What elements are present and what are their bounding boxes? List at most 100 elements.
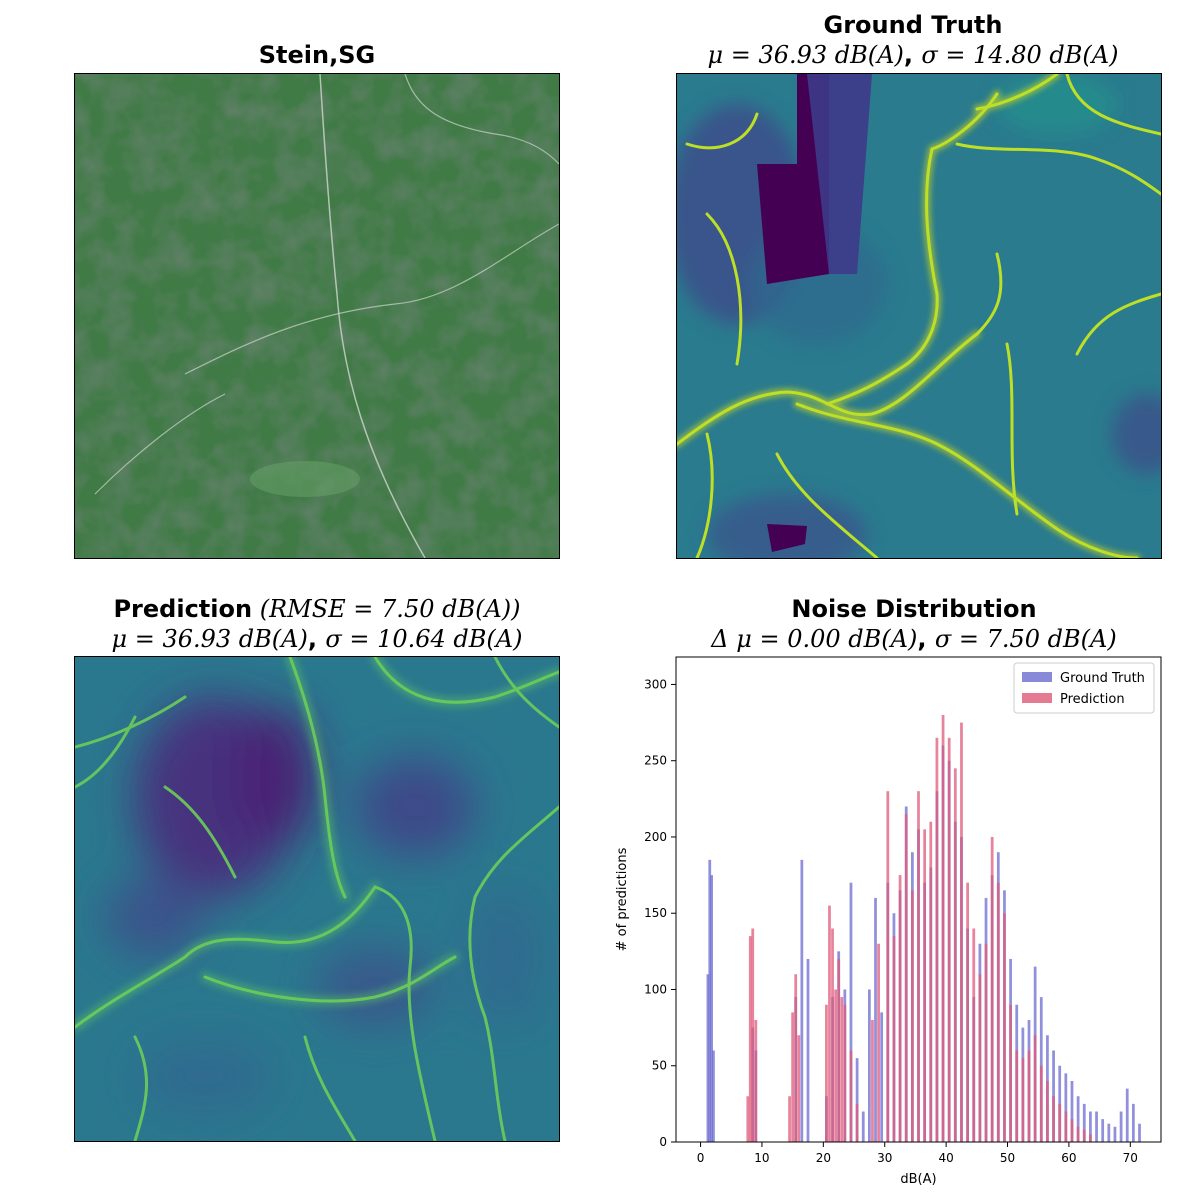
bar-prediction xyxy=(947,737,951,1142)
bar-ground-truth xyxy=(1125,1088,1129,1142)
prediction-panel-title: Prediction (RMSE = 7.50 dB(A)) μ = 36.93… xyxy=(111,595,523,653)
bar-ground-truth xyxy=(1119,1111,1123,1142)
bar-prediction xyxy=(877,943,880,1142)
bar-prediction xyxy=(1070,1119,1074,1142)
bar-ground-truth xyxy=(1082,1103,1086,1142)
noise-distribution-panel-title: Noise Distribution Δ μ = 0.00 dB(A), σ =… xyxy=(711,595,1117,653)
bar-ground-truth xyxy=(706,974,710,1142)
bar-prediction xyxy=(746,1096,750,1142)
bar-prediction xyxy=(748,936,752,1142)
ground-truth-heatmap xyxy=(676,73,1162,559)
noise-distribution-mu-text: Δ μ = 0.00 dB(A) xyxy=(711,625,918,653)
bar-ground-truth xyxy=(1070,1080,1074,1142)
bar-prediction xyxy=(794,974,798,1142)
prediction-mu-text: μ = 36.93 dB(A) xyxy=(111,625,308,653)
bar-ground-truth xyxy=(712,1050,715,1142)
bar-prediction xyxy=(834,989,837,1142)
prediction-heatmap xyxy=(74,656,560,1142)
bar-prediction xyxy=(978,974,982,1142)
bar-ground-truth xyxy=(708,859,712,1142)
x-tick-label: 50 xyxy=(1000,1151,1015,1165)
bar-prediction xyxy=(929,821,933,1142)
x-tick-label: 30 xyxy=(877,1151,892,1165)
bar-prediction xyxy=(941,714,945,1142)
bar-ground-truth xyxy=(806,958,810,1142)
prediction-rmse-text: (RMSE = 7.50 dB(A)) xyxy=(259,595,521,623)
bar-prediction xyxy=(1064,1111,1068,1142)
ground-truth-mu-text: μ = 36.93 dB(A) xyxy=(707,41,904,69)
legend-swatch-ground-truth xyxy=(1022,672,1052,682)
bar-prediction xyxy=(837,958,841,1142)
bar-prediction xyxy=(855,1103,859,1142)
x-tick-label: 40 xyxy=(938,1151,953,1165)
x-tick-label: 0 xyxy=(697,1151,705,1165)
ground-truth-heatmap-canvas xyxy=(677,74,1161,558)
satellite-panel-title: Stein,SG xyxy=(74,40,560,70)
bar-ground-truth xyxy=(1113,1126,1117,1142)
bar-prediction xyxy=(1089,1134,1092,1142)
bar-ground-truth xyxy=(1107,1123,1111,1142)
noise-distribution-sigma-text: σ = 7.50 dB(A) xyxy=(934,625,1117,653)
bar-prediction xyxy=(1033,1035,1037,1142)
bar-prediction xyxy=(966,882,969,1142)
bar-ground-truth xyxy=(849,882,853,1142)
bar-ground-truth xyxy=(855,1058,859,1142)
bar-ground-truth xyxy=(1052,1050,1055,1142)
bar-prediction xyxy=(754,1019,758,1142)
bar-prediction xyxy=(935,737,939,1142)
bar-prediction xyxy=(1027,1050,1031,1142)
x-tick-label: 20 xyxy=(816,1151,831,1165)
y-axis-label: # of predictions xyxy=(615,847,630,951)
bar-prediction xyxy=(898,875,902,1142)
x-tick-label: 10 xyxy=(754,1151,769,1165)
bar-prediction xyxy=(972,928,976,1142)
prediction-sigma-text: σ = 10.64 dB(A) xyxy=(325,625,523,653)
bar-prediction xyxy=(892,936,896,1142)
y-tick-label: 250 xyxy=(644,754,667,768)
bar-ground-truth xyxy=(1131,1103,1135,1142)
bar-prediction xyxy=(1015,1050,1019,1142)
bar-ground-truth xyxy=(1101,1119,1105,1142)
ground-truth-title-text: Ground Truth xyxy=(823,11,1003,39)
bar-prediction xyxy=(871,1019,874,1142)
bar-ground-truth xyxy=(1138,1123,1141,1142)
bar-prediction xyxy=(825,1004,828,1142)
bar-prediction xyxy=(1039,1065,1043,1142)
bar-prediction xyxy=(910,890,914,1142)
bar-ground-truth xyxy=(861,1111,865,1142)
x-tick-label: 70 xyxy=(1123,1151,1138,1165)
bar-ground-truth xyxy=(880,1012,884,1142)
bar-prediction xyxy=(960,722,963,1142)
bar-prediction xyxy=(788,1096,791,1142)
satellite-image-canvas xyxy=(75,74,559,558)
bar-prediction xyxy=(843,1004,847,1142)
bar-prediction xyxy=(917,791,920,1142)
bar-prediction xyxy=(1076,1126,1080,1142)
y-tick-label: 0 xyxy=(659,1135,667,1149)
x-axis-label: dB(A) xyxy=(900,1172,936,1187)
bar-ground-truth xyxy=(1064,1073,1068,1142)
bar-ground-truth xyxy=(710,875,713,1142)
bar-ground-truth xyxy=(800,859,804,1142)
bar-prediction xyxy=(1009,1004,1012,1142)
bar-prediction xyxy=(904,814,908,1142)
plot-frame xyxy=(675,656,1162,1143)
x-tick-label: 60 xyxy=(1061,1151,1076,1165)
histogram-bars xyxy=(706,714,1141,1142)
satellite-image xyxy=(74,73,560,559)
noise-distribution-title-text: Noise Distribution xyxy=(791,595,1037,623)
bar-prediction xyxy=(1052,1096,1055,1142)
bar-prediction xyxy=(990,836,994,1142)
bar-prediction xyxy=(849,1050,853,1142)
bar-prediction xyxy=(1003,913,1006,1142)
bar-prediction xyxy=(831,928,834,1142)
bar-prediction xyxy=(886,791,890,1142)
legend: Ground Truth Prediction xyxy=(1013,662,1155,714)
bar-prediction xyxy=(953,768,957,1142)
y-tick-label: 150 xyxy=(644,906,667,920)
bar-prediction xyxy=(1082,1129,1086,1142)
bar-ground-truth xyxy=(1076,1096,1080,1142)
bar-prediction xyxy=(996,882,1000,1142)
histogram-axes: 0 10 20 30 40 50 60 70 0 50 100 150 200 250 300 xyxy=(644,656,1162,1165)
